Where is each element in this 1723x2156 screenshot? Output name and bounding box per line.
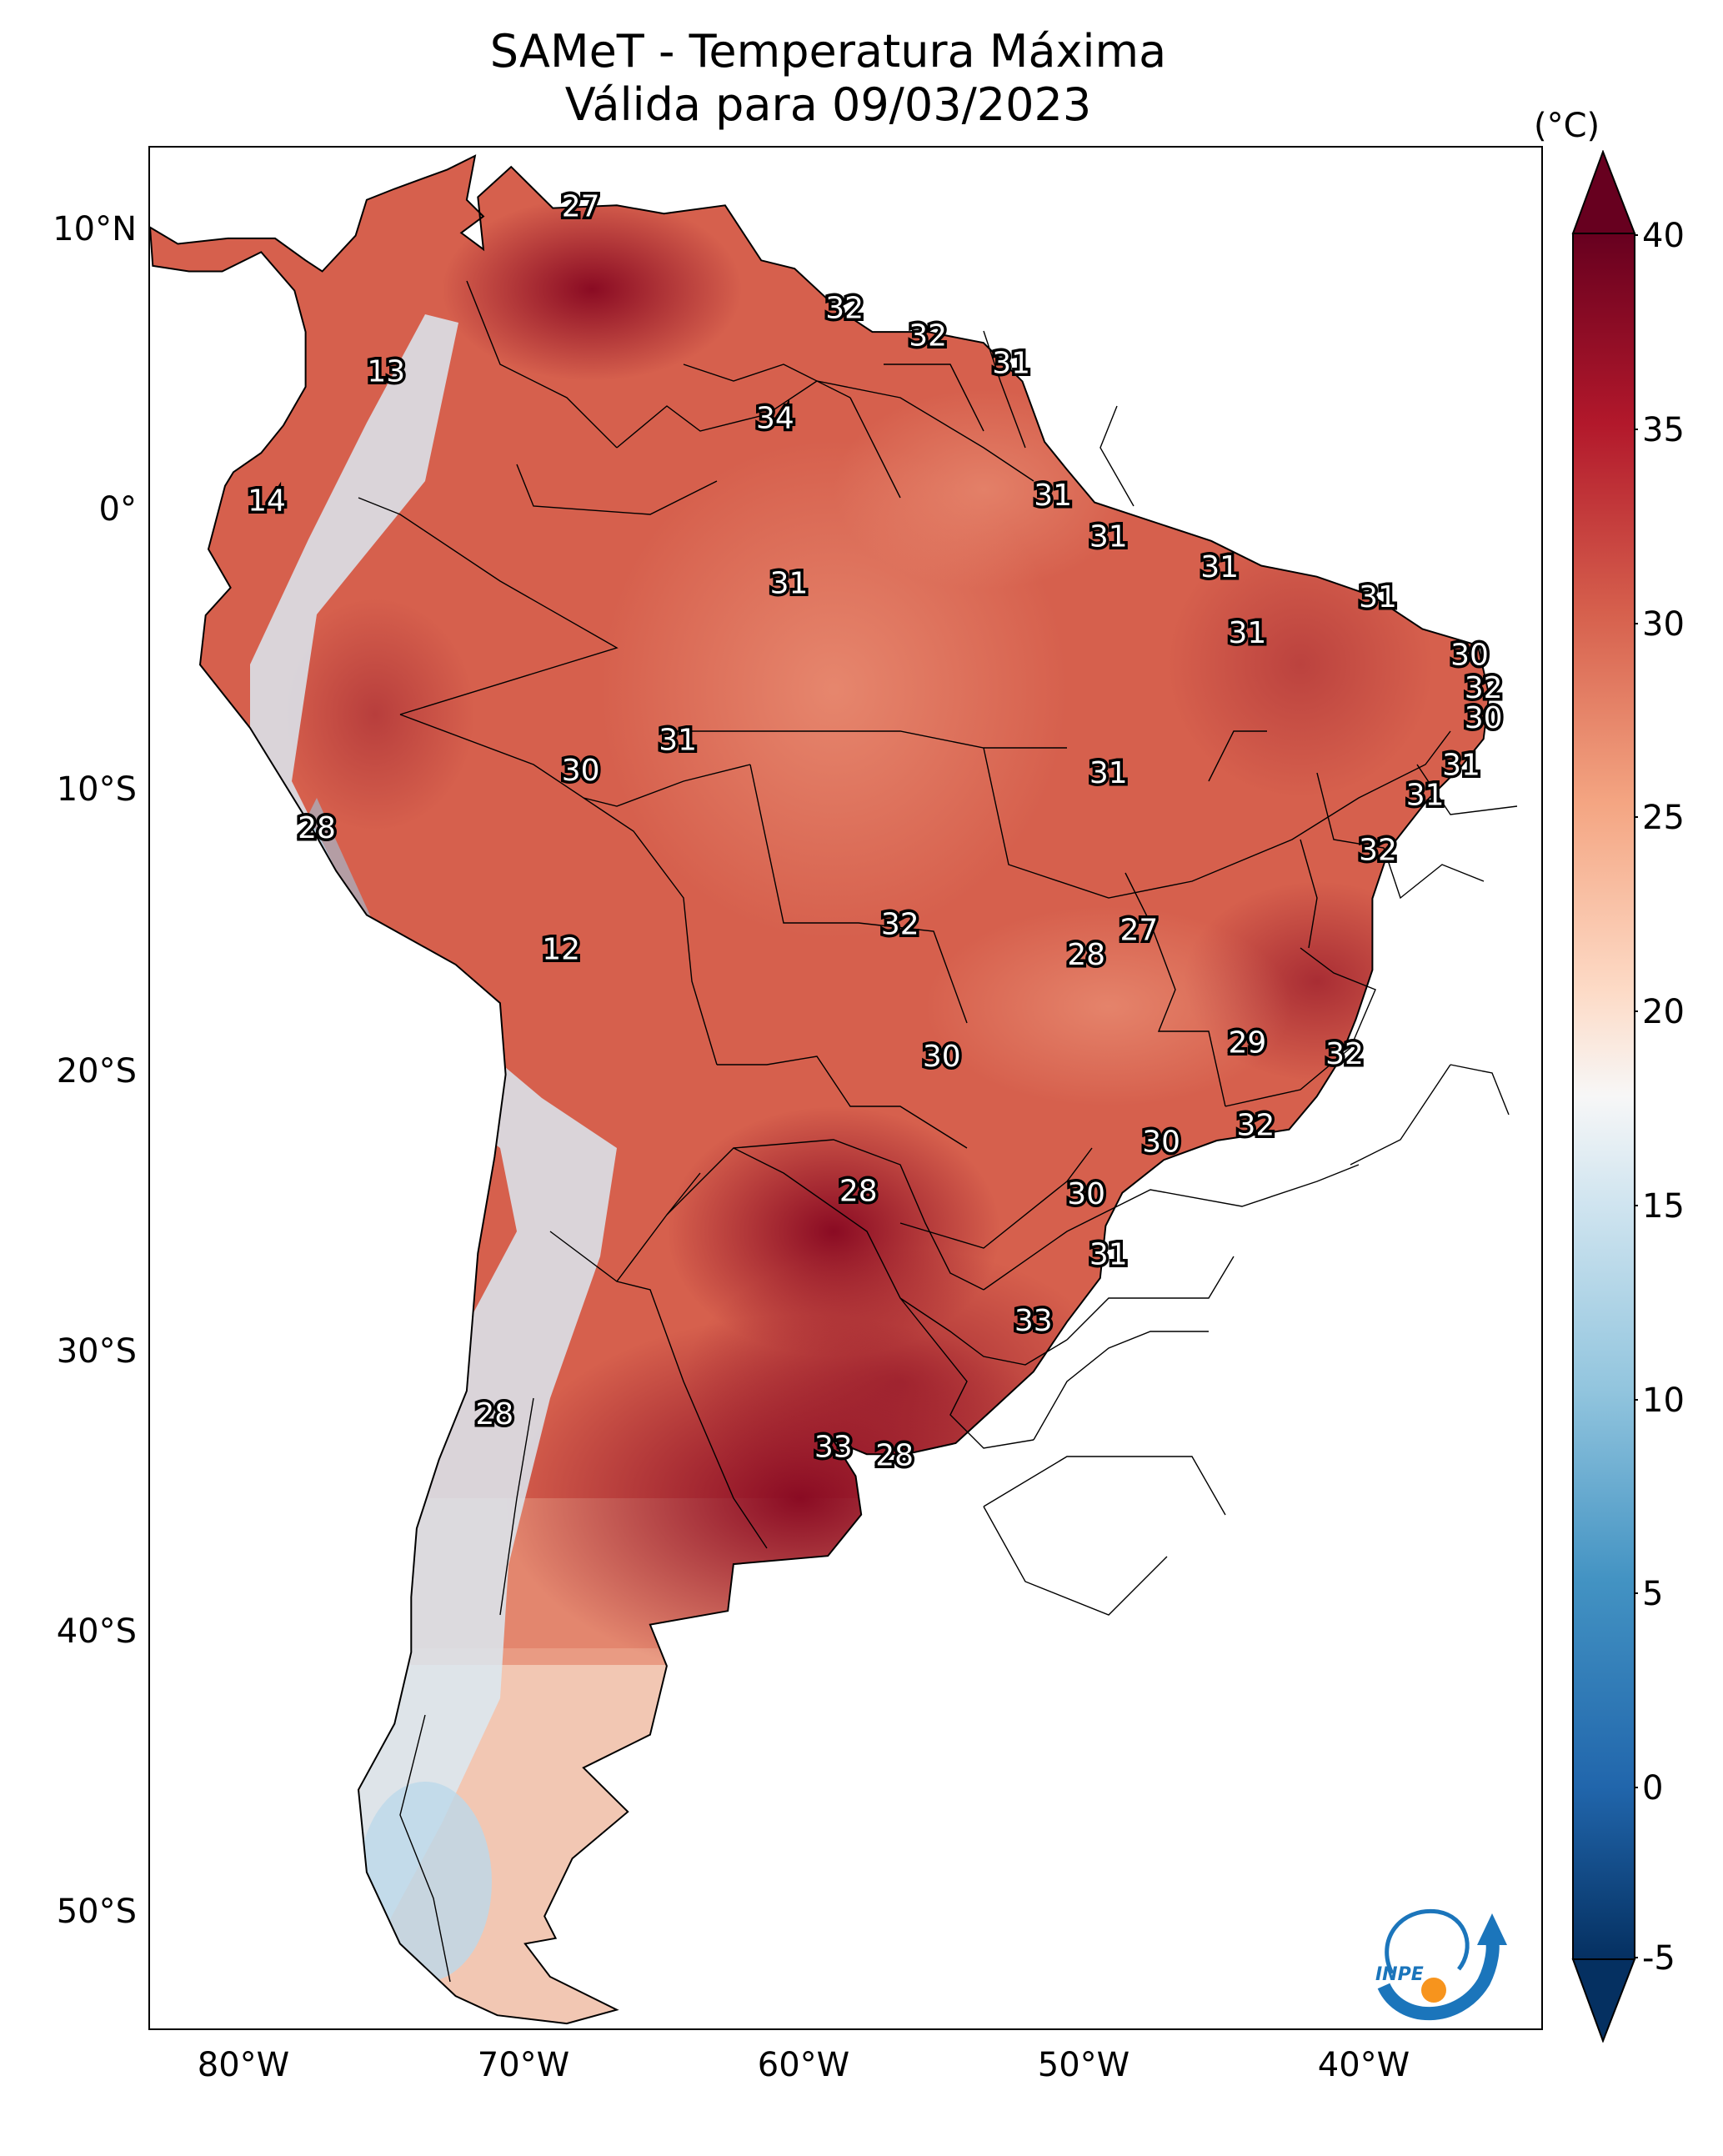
station-temperature-label: 31 (1406, 779, 1445, 813)
lat-label: 30°S (56, 1332, 137, 1371)
station-temperature-label: 31 (1359, 580, 1397, 614)
colorbar-tick-label: 20 (1642, 993, 1685, 1031)
lon-label: 40°W (1317, 2046, 1410, 2084)
station-temperature-label: 31 (1034, 479, 1072, 513)
station-temperature-label: 30 (1450, 638, 1489, 672)
lon-label: 80°W (197, 2046, 290, 2084)
colorbar-scale (1572, 233, 1635, 1960)
lon-label: 50°W (1037, 2046, 1130, 2084)
station-temperature-label: 33 (1014, 1304, 1053, 1338)
station-temperature-label: 32 (1236, 1109, 1275, 1143)
station-temperature-label: 14 (248, 484, 286, 519)
map-subtitle: Válida para 09/03/2023 (564, 78, 1092, 131)
station-temperature-label: 31 (1089, 520, 1128, 554)
station-temperature-label: 27 (562, 190, 600, 224)
station-temperature-label: 31 (992, 347, 1030, 381)
lat-label: 50°S (56, 1893, 137, 1931)
station-temperature-label: 30 (1067, 1177, 1105, 1211)
colorbar-tick-label: 35 (1642, 411, 1685, 449)
colorbar-tick-label: -5 (1642, 1939, 1675, 1978)
station-temperature-label: 31 (1200, 550, 1239, 584)
colorbar-tick-label: 25 (1642, 799, 1685, 837)
colorbar-unit: (°C) (1534, 107, 1600, 145)
land-fill (150, 155, 1490, 2024)
station-temperature-label: 28 (875, 1439, 914, 1473)
station-temperature-label: 13 (367, 355, 405, 389)
colorbar-tick-label: 5 (1642, 1575, 1664, 1613)
station-temperature-label: 31 (1089, 756, 1128, 790)
station-temperature-label: 31 (770, 567, 809, 601)
station-temperature-label: 32 (1465, 671, 1503, 705)
lat-label: 0° (98, 490, 137, 529)
station-temperature-label: 32 (1325, 1037, 1364, 1071)
station-temperature-label: 28 (1067, 938, 1105, 972)
station-temperature-label: 31 (1442, 748, 1480, 782)
station-temperature-label: 30 (923, 1040, 961, 1074)
lat-label: 40°S (56, 1612, 137, 1651)
inpe-logo: INPE (1375, 1908, 1507, 2021)
station-temperature-label: 32 (825, 292, 864, 326)
colorbar (1571, 150, 1638, 2043)
lon-label: 70°W (477, 2046, 570, 2084)
station-temperature-label: 28 (475, 1397, 513, 1431)
station-temperature-label: 34 (756, 402, 794, 436)
colorbar-tick-label: 40 (1642, 217, 1685, 255)
station-temperature-label: 12 (542, 932, 580, 966)
colorbar-tick-label: 10 (1642, 1381, 1685, 1420)
inpe-logo-text: INPE (1375, 1964, 1424, 1985)
map-frame: 27 13 14 32 32 31 34 31 31 31 31 31 31 30 32 30 31 30 31 31… (148, 146, 1543, 2030)
station-temperature-label: 28 (298, 811, 336, 845)
station-temperature-label: 32 (1359, 834, 1397, 868)
colorbar-min-arrow (1571, 1958, 1636, 2043)
coastline (150, 154, 1490, 2025)
station-temperature-label: 31 (1228, 616, 1266, 650)
station-temperature-label: 29 (1228, 1026, 1266, 1060)
lat-label: 20°S (56, 1052, 137, 1091)
station-temperature-label: 27 (1119, 913, 1158, 947)
station-temperature-label: 32 (881, 908, 919, 942)
station-temperature-label: 31 (659, 724, 697, 758)
colorbar-tick-label: 0 (1642, 1769, 1664, 1808)
colorbar-tick-label: 30 (1642, 605, 1685, 644)
station-temperature-label: 32 (909, 319, 947, 353)
station-temperature-label: 30 (1465, 701, 1503, 735)
lat-label: 10°S (56, 770, 137, 809)
station-temperature-label: 30 (562, 754, 600, 788)
station-temperature-label: 31 (1089, 1238, 1128, 1272)
lat-label: 10°N (53, 210, 137, 248)
country-borders (358, 280, 1518, 1983)
lon-label: 60°W (757, 2046, 850, 2084)
colorbar-tick-label: 15 (1642, 1187, 1685, 1226)
colorbar-max-arrow (1571, 150, 1636, 234)
map-title: SAMeT - Temperatura Máxima (489, 25, 1167, 78)
station-temperature-label: 33 (814, 1431, 853, 1465)
station-temperature-label: 28 (839, 1175, 878, 1209)
station-temperature-label: 30 (1142, 1125, 1180, 1159)
